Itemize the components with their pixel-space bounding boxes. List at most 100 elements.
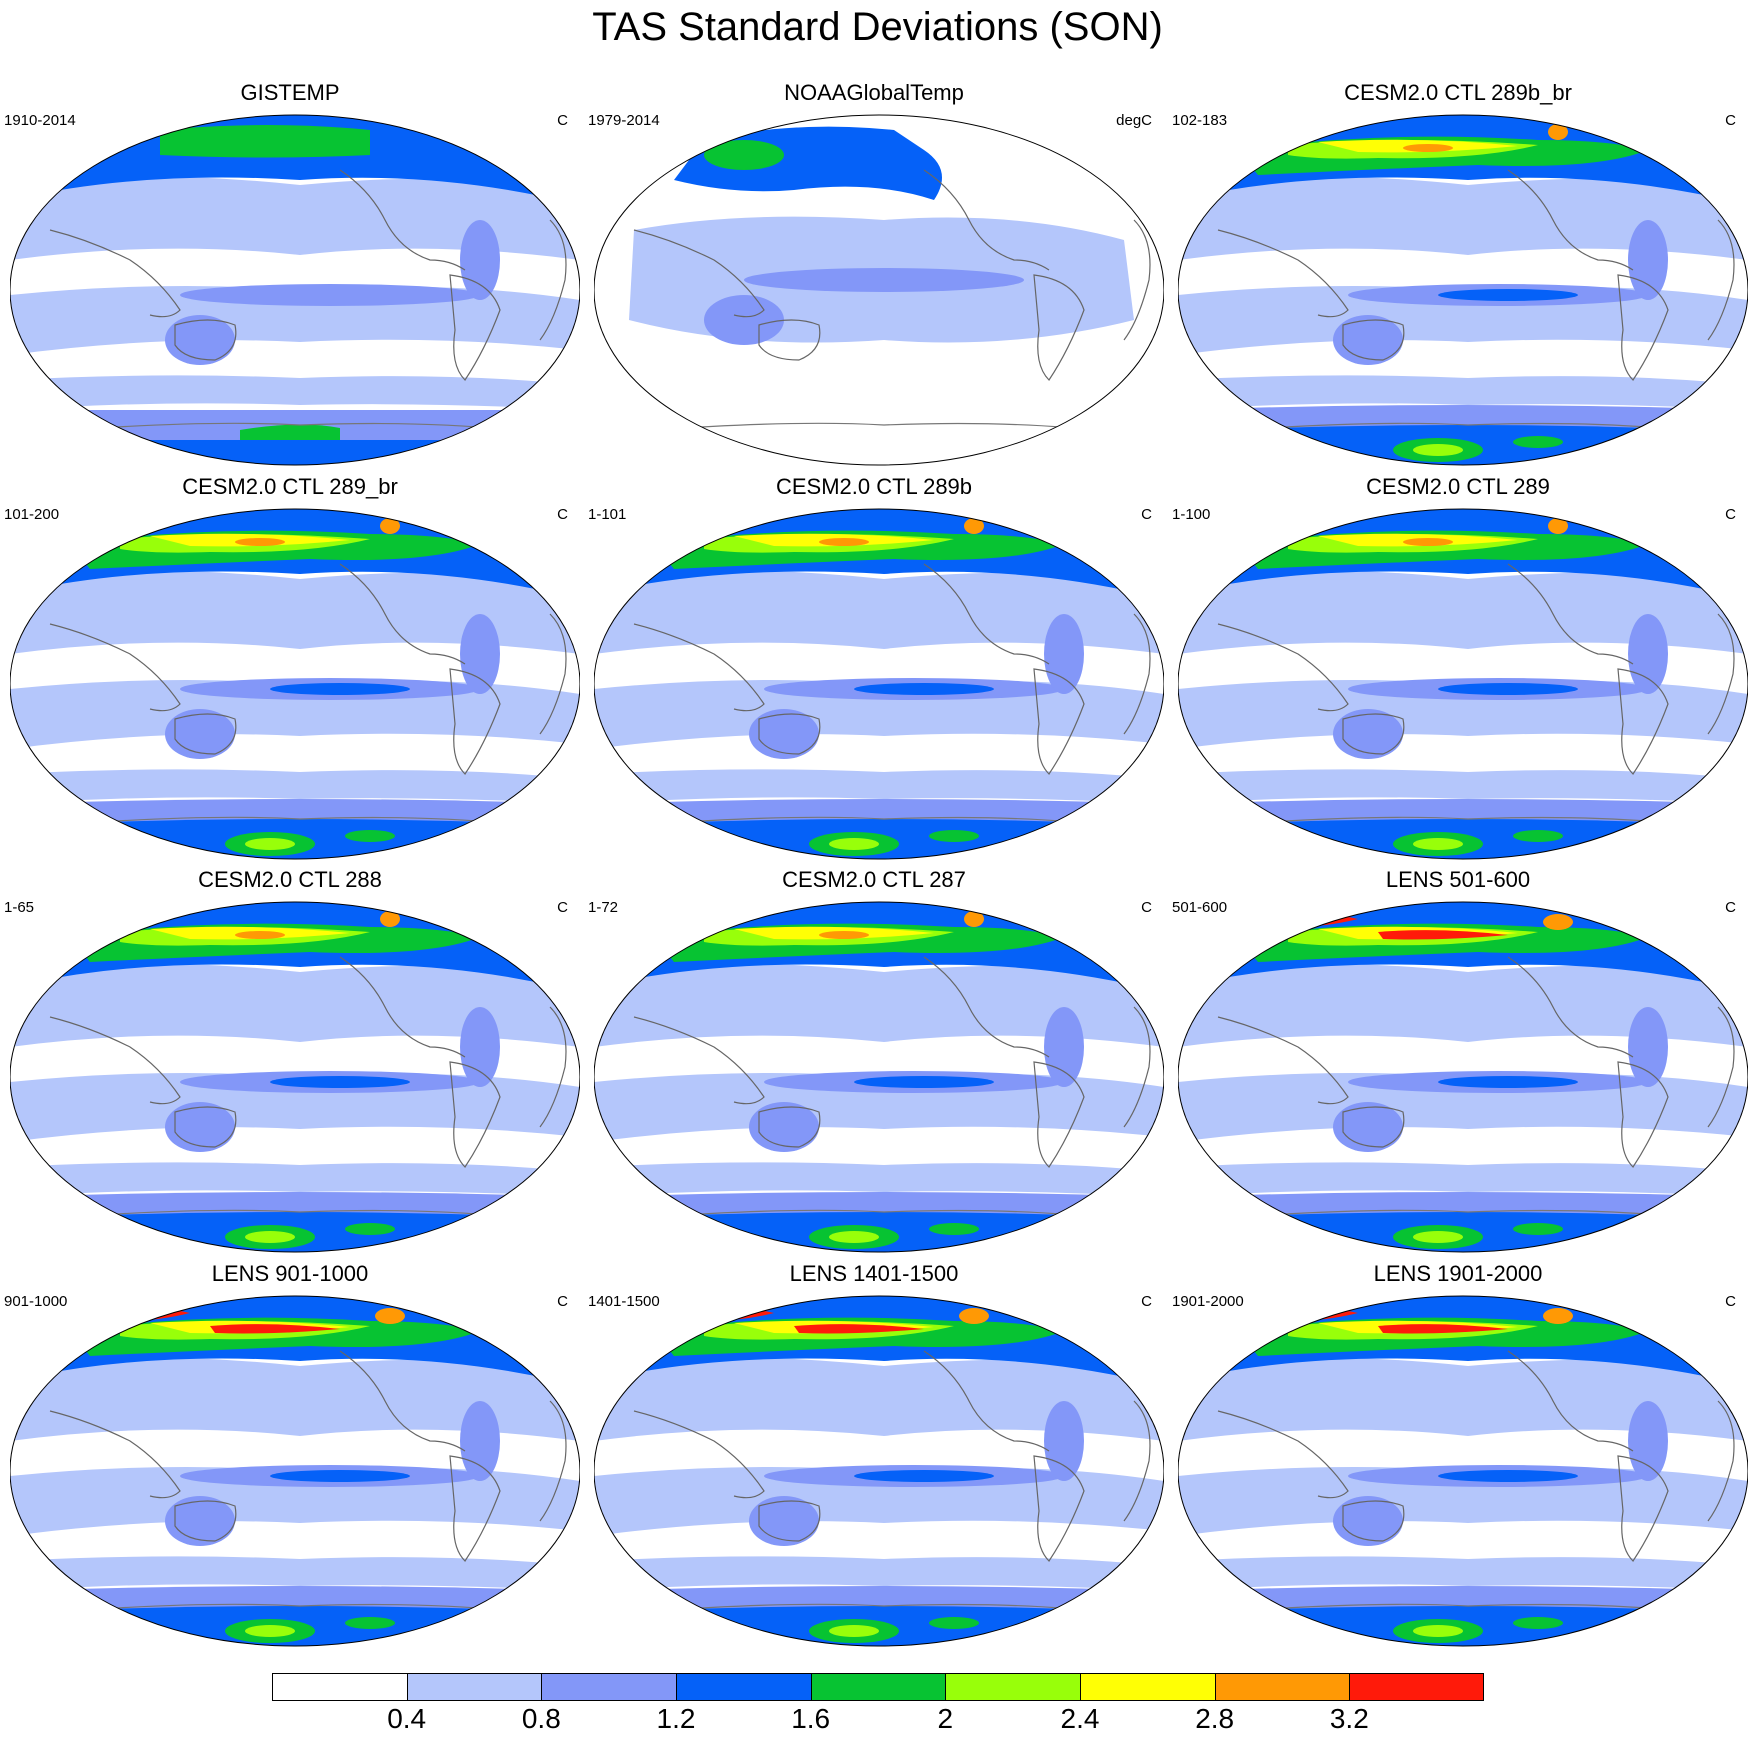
coastline-australia xyxy=(174,713,237,755)
antarctic-green-east xyxy=(345,830,395,842)
map-border xyxy=(1178,114,1748,466)
south-america-anomaly xyxy=(1044,1007,1084,1087)
coastline-north-america xyxy=(339,1350,466,1452)
coastline-asia xyxy=(1217,229,1349,318)
panel-period: 1901-2000 xyxy=(1172,1293,1244,1310)
colorbar-tick-label: 1.2 xyxy=(656,1703,696,1734)
arctic-red-east xyxy=(210,1324,340,1334)
south-midlat-band xyxy=(10,1556,580,1591)
south-midlat-band xyxy=(10,375,580,410)
north-midlat-band xyxy=(10,570,580,654)
colorbar-swatch xyxy=(810,1673,946,1701)
south-america-anomaly xyxy=(460,220,500,300)
map-border xyxy=(594,1295,1164,1647)
map-panel: LENS 901-1000 901-1000 C xyxy=(0,1261,580,1656)
antarctic-lightgreen xyxy=(245,1231,295,1243)
panel-title: CESM2.0 CTL 289 xyxy=(1366,474,1550,499)
coastline-africa xyxy=(1707,219,1735,341)
enso-core xyxy=(854,1470,994,1482)
panel-title: LENS 901-1000 xyxy=(211,1261,369,1286)
map-panel: CESM2.0 CTL 287 1-72 C xyxy=(584,867,1164,1262)
south-america-anomaly xyxy=(1628,1401,1668,1481)
coastline-north-america xyxy=(339,169,466,271)
colorbar-tick-label: 2 xyxy=(937,1703,954,1734)
greenland-orange xyxy=(380,911,400,927)
map-border xyxy=(1178,1295,1748,1647)
coastline-antarctica xyxy=(69,1209,531,1220)
enso-core xyxy=(1438,1076,1578,1088)
tropical-band xyxy=(1178,680,1748,749)
coastline-australia xyxy=(1342,1106,1405,1148)
coastline-antarctica xyxy=(69,816,531,827)
map-svg xyxy=(1178,508,1748,860)
map-svg xyxy=(10,1295,580,1647)
antarctic-green-east xyxy=(345,1617,395,1629)
coastline-south-america xyxy=(449,1061,501,1168)
coastline-asia xyxy=(1217,623,1349,712)
map-panel: CESM2.0 CTL 289_br 101-200 C xyxy=(0,474,580,869)
coastline-africa xyxy=(1707,613,1735,735)
coastline-south-america xyxy=(1033,274,1085,381)
colorbar-tick-label: 0.4 xyxy=(387,1703,427,1734)
panel-units: C xyxy=(1725,1293,1736,1310)
antarctic-lightgreen xyxy=(245,838,295,850)
antarctic-green-east xyxy=(1513,1617,1563,1629)
south-midlat-band xyxy=(1178,1162,1748,1197)
panel-units: C xyxy=(557,112,568,129)
coastline-australia xyxy=(1342,713,1405,755)
panel-title: CESM2.0 CTL 289b_br xyxy=(1344,80,1572,105)
south-midlat-band xyxy=(1178,769,1748,804)
colorbar-tick-label: 2.4 xyxy=(1060,1703,1100,1734)
colorbar-swatch xyxy=(272,1673,407,1701)
panel-title: CESM2.0 CTL 289_br xyxy=(182,474,398,499)
panel-period: 1979-2014 xyxy=(588,112,660,129)
map-panel: NOAAGlobalTemp 1979-2014 degC xyxy=(584,80,1164,475)
greenland-orange xyxy=(964,911,984,927)
antarctic-green-east xyxy=(1513,1223,1563,1235)
greenland-orange xyxy=(1543,914,1573,930)
coastline-africa xyxy=(1123,1400,1151,1522)
coastline-south-america xyxy=(1617,668,1669,775)
coastline-asia xyxy=(633,1016,765,1105)
coastline-north-america xyxy=(339,563,466,665)
panel-period: 1-100 xyxy=(1172,506,1211,523)
north-midlat-band xyxy=(10,1357,580,1441)
coastline-asia xyxy=(49,1410,181,1499)
antarctic-green-east xyxy=(1513,830,1563,842)
greenland-orange xyxy=(1543,1308,1573,1324)
map-panel: LENS 1901-2000 1901-2000 C xyxy=(1168,1261,1748,1656)
map-area xyxy=(1178,1291,1748,1651)
coastline-africa xyxy=(1123,1006,1151,1128)
colorbar-swatch xyxy=(1214,1673,1350,1701)
panel-period: 102-183 xyxy=(1172,112,1228,129)
coastline-australia xyxy=(1342,1500,1405,1542)
antarctic-lightgreen xyxy=(1413,444,1463,456)
coastline-australia xyxy=(758,1500,821,1542)
map-area xyxy=(1178,504,1748,864)
panel-units: C xyxy=(1141,506,1152,523)
colorbar-swatch xyxy=(676,1673,811,1701)
coastline-south-america xyxy=(449,668,501,775)
antarctic-lightgreen xyxy=(245,1625,295,1637)
north-midlat-band xyxy=(1178,570,1748,654)
south-america-anomaly xyxy=(1628,220,1668,300)
panel-period: 1-65 xyxy=(4,899,35,916)
colorbar-tick-label: 3.2 xyxy=(1329,1703,1369,1734)
coastline-antarctica xyxy=(69,422,531,433)
greenland-orange xyxy=(959,1308,989,1324)
tropical-band xyxy=(594,680,1164,749)
colorbar-swatch xyxy=(1080,1673,1215,1701)
north-midlat-band xyxy=(1178,963,1748,1047)
panel-period: 1401-1500 xyxy=(588,1293,660,1310)
coastline-north-america xyxy=(1507,1350,1634,1452)
south-america-anomaly xyxy=(1628,1007,1668,1087)
coastline-north-america xyxy=(1507,169,1634,271)
map-border xyxy=(594,114,1164,466)
coastline-australia xyxy=(758,1106,821,1148)
arctic-red-east xyxy=(794,1324,924,1334)
panel-units: C xyxy=(1725,899,1736,916)
coastline-asia xyxy=(49,1016,181,1105)
map-svg xyxy=(1178,114,1748,466)
coastline-antarctica xyxy=(1237,1603,1699,1614)
coastline-antarctica xyxy=(653,422,1115,433)
